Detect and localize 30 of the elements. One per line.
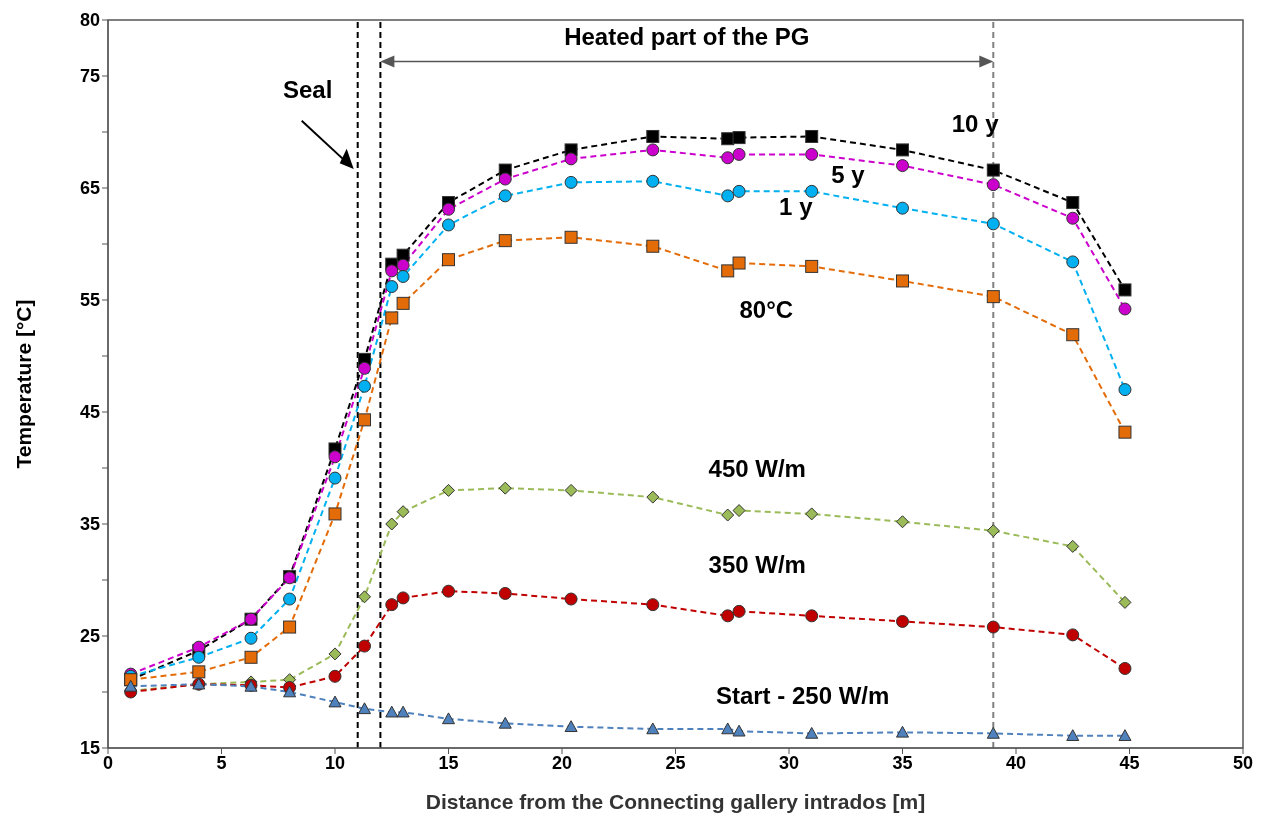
x-tick-label: 10 [324, 752, 346, 773]
y-axis-title: Temperature [°C] [12, 299, 36, 469]
x-tick-label: 45 [1119, 752, 1140, 773]
y-tick-label: 15 [79, 738, 100, 759]
series-label: 1 y [779, 192, 814, 220]
series-label: 10 y [951, 109, 1000, 137]
annotation: Heated part of the PG [564, 23, 810, 51]
x-tick-label: 25 [665, 752, 686, 773]
x-tick-label: 20 [551, 752, 573, 773]
x-tick-label: 30 [778, 752, 800, 773]
y-tick-label: 55 [79, 290, 100, 311]
x-tick-label: 5 [216, 752, 227, 773]
y-tick-label: 25 [79, 626, 100, 647]
x-tick-label: 35 [892, 752, 913, 773]
series-label: 350 W/m [708, 550, 806, 578]
x-tick-label: 50 [1232, 752, 1254, 773]
series-label: 450 W/m [708, 454, 806, 482]
x-axis-title: Distance from the Connecting gallery intrados [m] [425, 790, 926, 813]
y-tick-label: 45 [79, 402, 100, 423]
y-tick-label: 65 [79, 178, 100, 199]
x-tick-label: 0 [102, 752, 114, 773]
x-tick-label: 15 [438, 752, 459, 773]
x-tick-label: 40 [1005, 752, 1027, 773]
series-label: 80°C [739, 295, 794, 323]
y-tick-label: 35 [79, 514, 100, 535]
y-tick-label: 80 [79, 10, 100, 31]
y-tick-label: 75 [79, 66, 100, 87]
series-label: 5 y [831, 161, 866, 189]
series-label: Start - 250 W/m [715, 681, 890, 709]
ref-line-label: Seal [283, 76, 333, 104]
